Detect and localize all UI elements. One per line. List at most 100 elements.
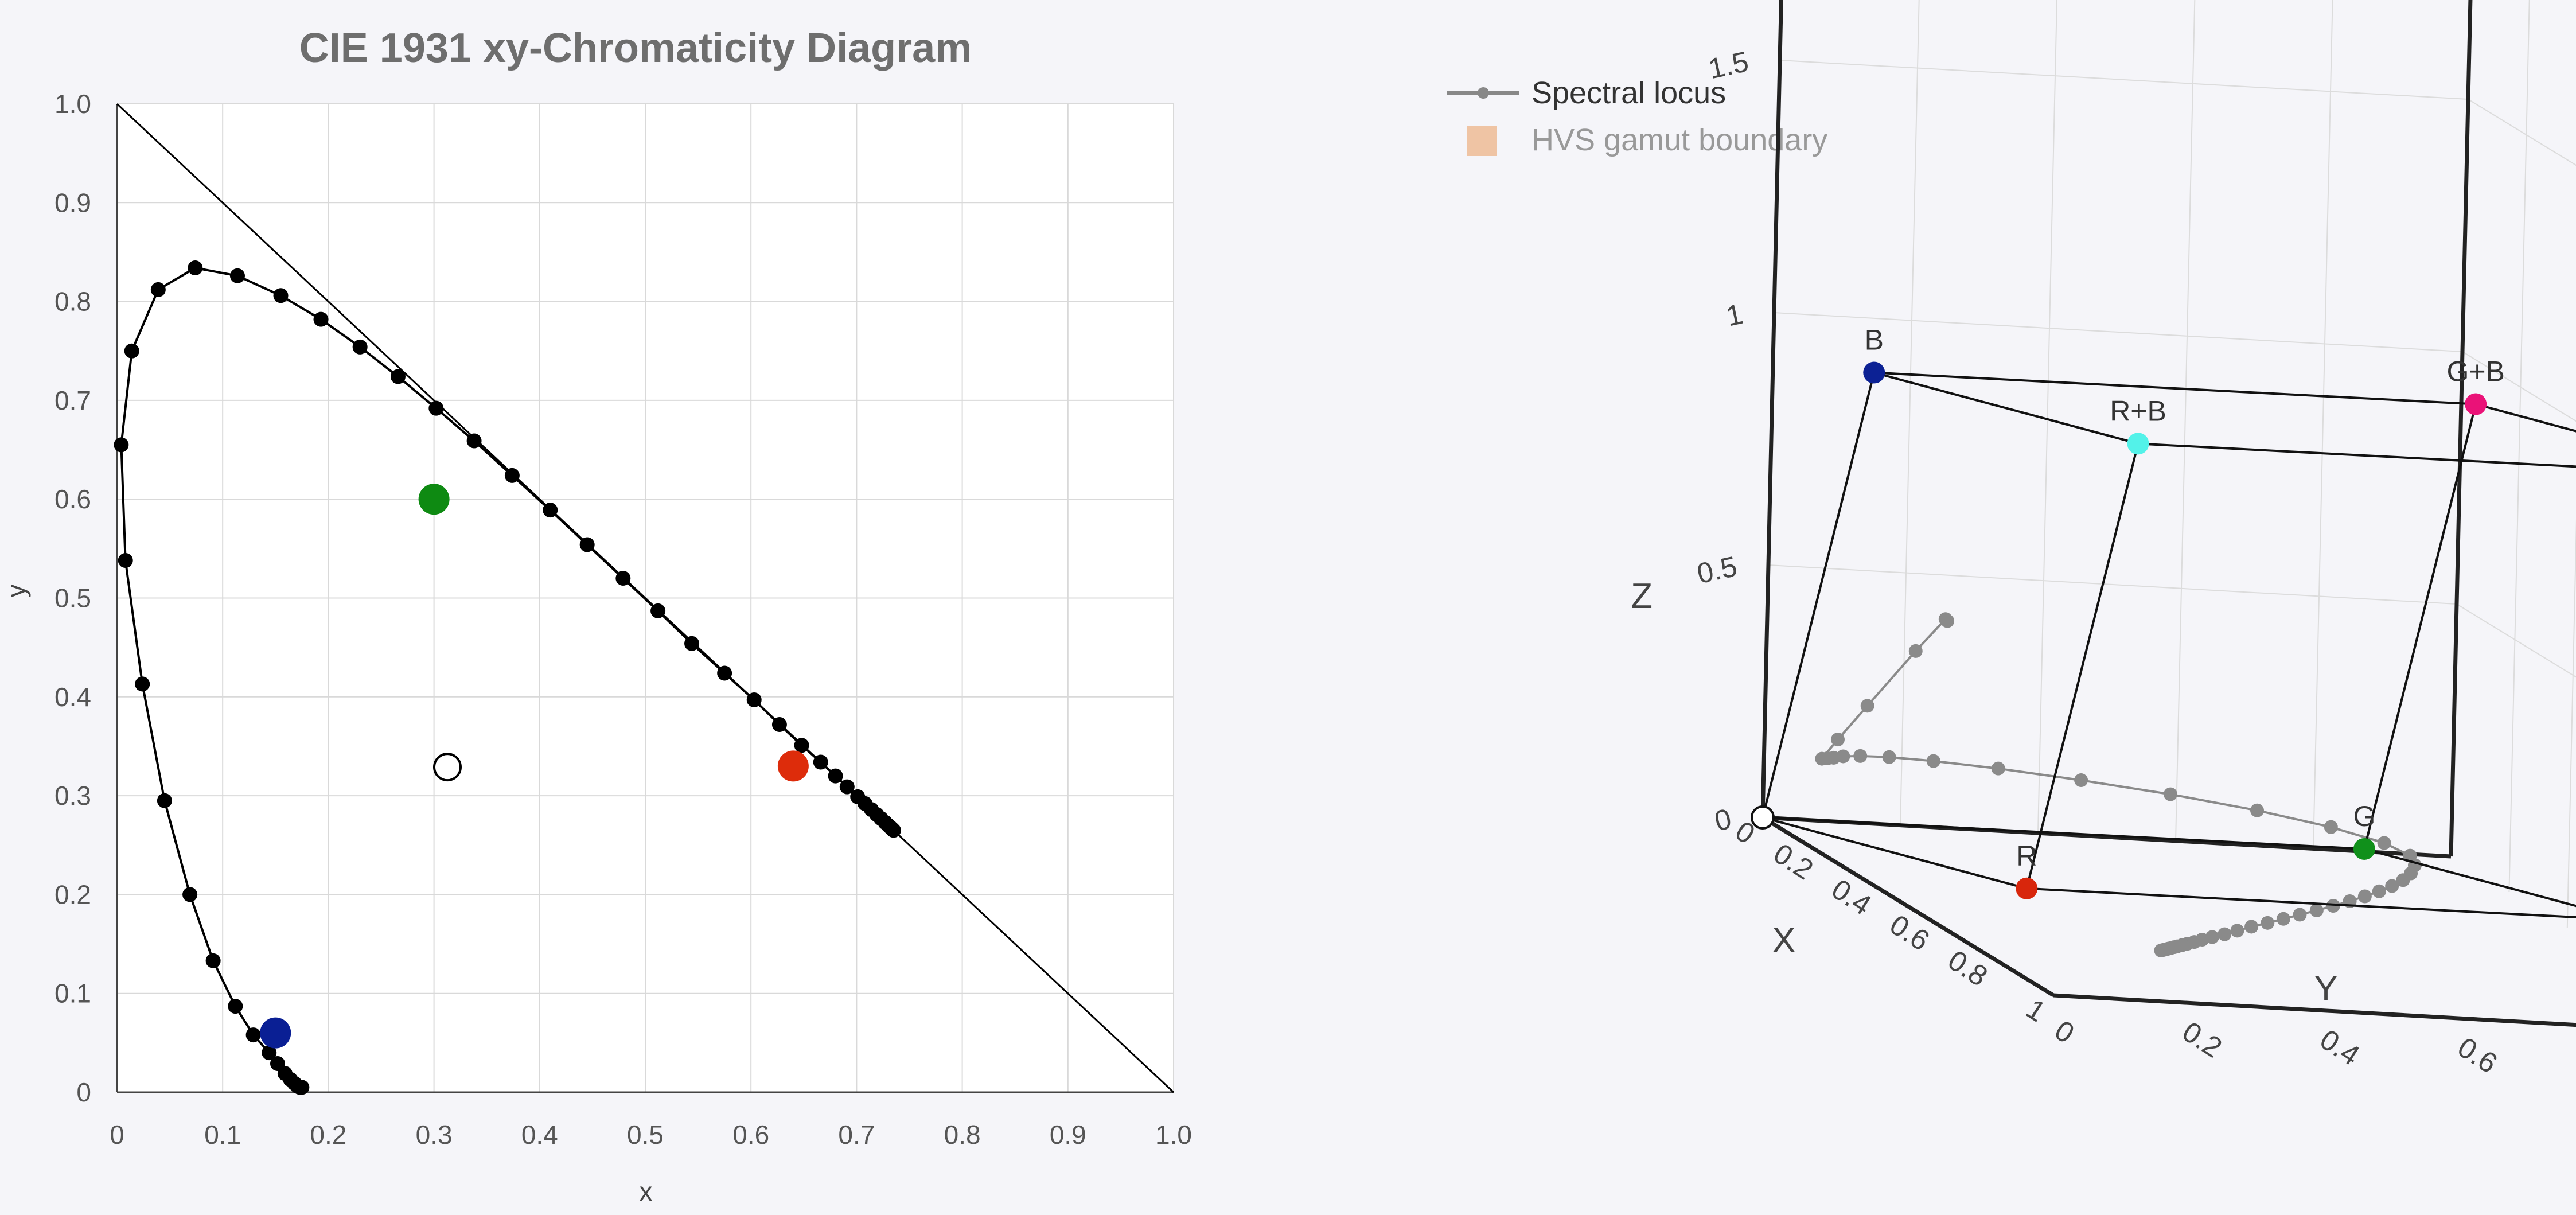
- grid-line-z: [2456, 603, 2576, 678]
- spectral-locus-3d-point: [2230, 924, 2244, 938]
- x-tick-label: 0.6: [732, 1120, 769, 1150]
- y-tick-label-3d: 0.4: [2314, 1023, 2365, 1072]
- spectral-locus-3d-line: [1819, 617, 2417, 952]
- y-tick-label-3d: 0.2: [2177, 1015, 2228, 1064]
- spectral-locus-point: [794, 738, 809, 753]
- spectral-locus-point: [273, 288, 289, 303]
- spectral-locus-3d-point: [2154, 943, 2168, 957]
- spectral-locus-point: [579, 537, 595, 552]
- diagonal-line: [116, 103, 1175, 1093]
- x-tick-label: 0.1: [204, 1120, 241, 1150]
- spectral-locus-3d-point: [1836, 749, 1850, 764]
- spectral-locus-point: [228, 999, 243, 1014]
- spectral-locus-point: [717, 665, 732, 681]
- z-tick-label-3d: 1.5: [1706, 45, 1752, 85]
- spectral-locus-point: [543, 503, 558, 518]
- spectral-locus-point: [135, 676, 150, 692]
- y-axis-title: y: [1, 585, 31, 598]
- grid-line-ywall: [2566, 519, 2576, 928]
- spectral-locus-3d-point: [2218, 927, 2232, 941]
- x-tick-label-3d: 0.6: [1884, 908, 1935, 957]
- point-b[interactable]: [1863, 361, 1885, 384]
- gamut-edge: [2475, 403, 2576, 433]
- spectral-locus-3d-point: [2276, 912, 2290, 926]
- spectral-locus-point: [684, 636, 700, 651]
- spectral-locus-point: [188, 260, 203, 276]
- x-tick-label: 0.4: [521, 1120, 558, 1150]
- spectral-locus-point: [352, 339, 368, 355]
- spectral-locus-3d-point: [2293, 908, 2307, 922]
- legend-item-hvs-gamut-boundary[interactable]: HVS gamut boundary: [1467, 123, 1827, 157]
- white-point[interactable]: [432, 753, 462, 782]
- x-axis-3d: [1761, 816, 2055, 997]
- grid-line-z: [1768, 564, 2457, 605]
- spectral-locus-point: [157, 793, 172, 808]
- legend-area-swatch: [1467, 126, 1497, 156]
- grid-line-z: [1779, 60, 2469, 100]
- gamut-edge: [1874, 371, 2476, 406]
- x-tick-label-3d: 0: [1730, 815, 1761, 850]
- y-tick-label-3d: 0.6: [2452, 1031, 2503, 1080]
- spectral-locus-point: [839, 779, 855, 795]
- gamut-edge: [1873, 371, 2139, 445]
- gamut-edge: [1762, 816, 2027, 890]
- point-origin[interactable]: [1751, 805, 1775, 830]
- spectral-locus-point: [118, 553, 133, 568]
- xyz-axes: [1760, 0, 2576, 1027]
- gamut-edge: [1761, 372, 1876, 818]
- spectral-locus-point: [746, 692, 762, 707]
- spectral-locus-point: [504, 468, 520, 483]
- xy-axes: [116, 104, 1174, 1093]
- chart-title: CIE 1931 xy-Chromaticity Diagram: [299, 25, 972, 71]
- spectral-locus-point: [813, 754, 828, 770]
- x-tick-label: 0.7: [838, 1120, 875, 1150]
- spectral-locus-3d-point: [2163, 787, 2177, 801]
- spectral-locus-3d-point: [2326, 898, 2340, 913]
- y-tick-label-3d: 0: [2049, 1014, 2080, 1050]
- point-label: R+B: [2110, 395, 2166, 427]
- grid-line-xwall: [1900, 0, 1920, 825]
- red-primary-point[interactable]: [777, 750, 809, 782]
- spectral-locus-point: [313, 311, 329, 327]
- spectral-locus-point: [150, 282, 166, 297]
- gamut-edge: [1762, 816, 2365, 850]
- y-tick-label: 1.0: [54, 89, 91, 119]
- spectral-locus-3d-point: [2396, 873, 2410, 887]
- xyz-gamut-edges: [1761, 371, 2576, 918]
- y-tick-label: 0.3: [54, 781, 91, 811]
- x-tick-label: 0.2: [310, 1120, 346, 1150]
- point-g[interactable]: [2353, 838, 2375, 860]
- spectral-locus-3d-point: [2357, 889, 2372, 904]
- spectral-locus-point: [615, 571, 631, 586]
- spectral-locus-3d-point: [1908, 644, 1923, 658]
- grid-line-xwall: [2313, 0, 2333, 849]
- spectral-locus-3d-point: [1926, 754, 1940, 768]
- xy-tick-labels: 0 0.1 0.2 0.3 0.4 0.5 0.6 0.7 0.8 0.9 1.0 0 0.1 0.2 0.…: [54, 89, 1192, 1150]
- y-tick-label: 0.1: [54, 979, 91, 1008]
- point-g-b[interactable]: [2465, 393, 2487, 415]
- gamut-edge: [2025, 443, 2139, 889]
- spectral-locus-point: [650, 603, 666, 618]
- spectral-locus-point: [245, 1027, 261, 1043]
- x-tick-label: 0.9: [1050, 1120, 1086, 1150]
- x-tick-label-3d: 1: [2021, 992, 2052, 1028]
- legend-item-spectral-locus[interactable]: Spectral locus: [1447, 76, 1726, 110]
- point-r[interactable]: [2016, 877, 2038, 899]
- spectral-locus-3d-point: [2377, 836, 2391, 850]
- green-primary-point[interactable]: [418, 484, 450, 515]
- spectral-locus-3d-point: [2309, 903, 2324, 917]
- spectral-locus-3d-point: [2261, 916, 2275, 930]
- x-axis-title: x: [640, 1177, 653, 1206]
- blue-primary-point[interactable]: [260, 1017, 291, 1049]
- spectral-locus-point: [262, 1045, 277, 1061]
- x-tick-label: 1.0: [1155, 1120, 1192, 1150]
- y-axis-3d: [2053, 993, 2576, 1027]
- spectral-locus-point: [270, 1056, 285, 1072]
- spectral-locus-3d-point: [2244, 920, 2259, 934]
- x-tick-label-3d: 0.4: [1826, 873, 1877, 921]
- point-r-b[interactable]: [2127, 433, 2149, 455]
- gamut-edge: [2364, 848, 2576, 908]
- gamut-edge: [2138, 442, 2576, 468]
- spectral-locus-3d-point: [1860, 699, 1874, 713]
